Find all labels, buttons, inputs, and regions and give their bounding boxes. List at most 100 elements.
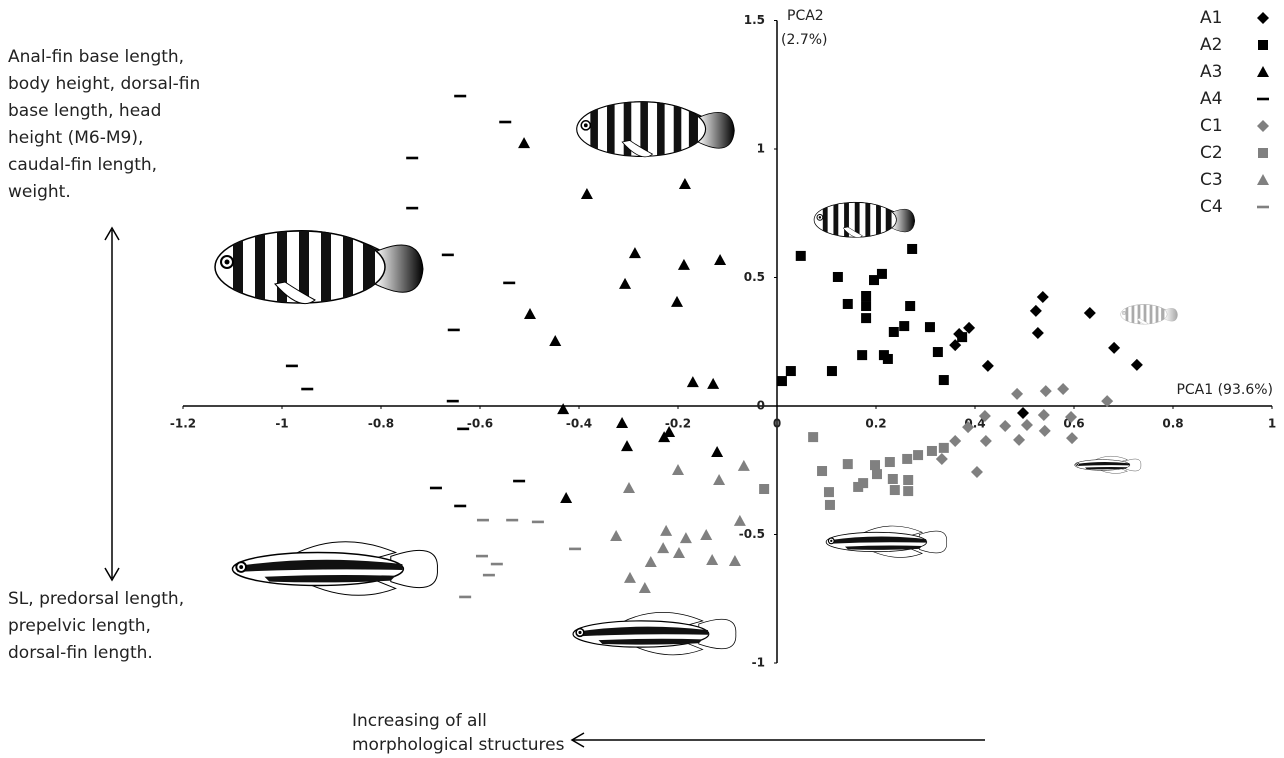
annotation: prepelvic length, xyxy=(8,616,151,636)
fish-illustration xyxy=(215,222,423,317)
point xyxy=(447,400,459,403)
point xyxy=(713,474,725,485)
point xyxy=(1032,327,1044,339)
point xyxy=(933,347,943,357)
point xyxy=(1108,342,1120,354)
point xyxy=(680,532,692,543)
point xyxy=(560,492,572,503)
point xyxy=(1011,388,1023,400)
point xyxy=(477,519,489,522)
series xyxy=(759,432,949,510)
series xyxy=(518,137,726,503)
fish-illustration xyxy=(826,526,947,557)
point xyxy=(623,482,635,493)
y-tick-label: 0 xyxy=(757,399,765,413)
point xyxy=(503,282,515,285)
legend-label: A2 xyxy=(1200,35,1222,55)
x-tick-label: -1 xyxy=(275,417,288,431)
fish-illustrations xyxy=(215,95,1178,655)
point xyxy=(902,454,912,464)
point xyxy=(557,403,569,414)
point xyxy=(888,474,898,484)
legend-label: C4 xyxy=(1200,197,1223,217)
y-tick-label: -0.5 xyxy=(739,527,765,541)
point xyxy=(499,121,511,124)
point xyxy=(903,475,913,485)
x-axis-label: PCA1 (93.6%) xyxy=(1176,382,1273,398)
point xyxy=(907,244,917,254)
point xyxy=(476,555,488,558)
x-tick-label: -0.6 xyxy=(467,417,493,431)
point xyxy=(957,332,967,342)
point xyxy=(687,376,699,387)
point xyxy=(999,420,1011,432)
point xyxy=(883,354,893,364)
annotation: dorsal-fin length. xyxy=(8,643,153,663)
point xyxy=(833,272,843,282)
point xyxy=(1030,305,1042,317)
point xyxy=(1021,419,1033,431)
point xyxy=(483,574,495,577)
y-axis-label: PCA2 xyxy=(787,8,824,24)
point xyxy=(518,137,530,148)
point xyxy=(672,464,684,475)
point xyxy=(872,469,882,479)
point xyxy=(706,554,718,565)
point xyxy=(700,529,712,540)
point xyxy=(824,487,834,497)
point xyxy=(624,572,636,583)
y-tick-label: 0.5 xyxy=(744,270,765,284)
point xyxy=(679,178,691,189)
point xyxy=(1013,434,1025,446)
legend-marker xyxy=(1257,174,1269,185)
annotation: Anal-fin base length, xyxy=(8,47,184,67)
point xyxy=(1131,359,1143,371)
point xyxy=(629,247,641,258)
point xyxy=(459,596,471,599)
point xyxy=(639,582,651,593)
point xyxy=(513,480,525,483)
point xyxy=(936,453,948,465)
point xyxy=(939,375,949,385)
point xyxy=(738,460,750,471)
point xyxy=(903,486,913,496)
x-tick-label: 0.2 xyxy=(865,417,886,431)
point xyxy=(621,440,633,451)
point xyxy=(982,360,994,372)
point xyxy=(1017,407,1029,419)
point xyxy=(971,466,983,478)
point xyxy=(581,188,593,199)
point xyxy=(619,278,631,289)
point xyxy=(729,555,741,566)
point xyxy=(524,308,536,319)
point xyxy=(569,548,581,551)
fish-illustration xyxy=(577,95,735,167)
point xyxy=(442,254,454,257)
point xyxy=(857,350,867,360)
fish-illustration xyxy=(573,612,736,654)
fish-illustration xyxy=(814,198,915,244)
annotation: weight. xyxy=(8,182,71,202)
point xyxy=(448,329,460,332)
point xyxy=(1084,307,1096,319)
series xyxy=(610,460,750,593)
point xyxy=(1066,432,1078,444)
point xyxy=(660,525,672,536)
point xyxy=(286,365,298,368)
y-tick-label: -1 xyxy=(752,656,765,670)
point xyxy=(870,460,880,470)
x-tick-label: -0.4 xyxy=(566,417,592,431)
annotation: base length, head xyxy=(8,101,161,121)
point xyxy=(939,443,949,453)
point xyxy=(825,500,835,510)
point xyxy=(616,417,628,428)
point xyxy=(869,275,879,285)
annotation: SL, predorsal length, xyxy=(8,589,184,609)
annotation: body height, dorsal-fin xyxy=(8,74,200,94)
series xyxy=(777,244,967,386)
point xyxy=(711,446,723,457)
point xyxy=(406,157,418,160)
point xyxy=(714,254,726,265)
point xyxy=(980,435,992,447)
legend-marker xyxy=(1258,40,1268,50)
